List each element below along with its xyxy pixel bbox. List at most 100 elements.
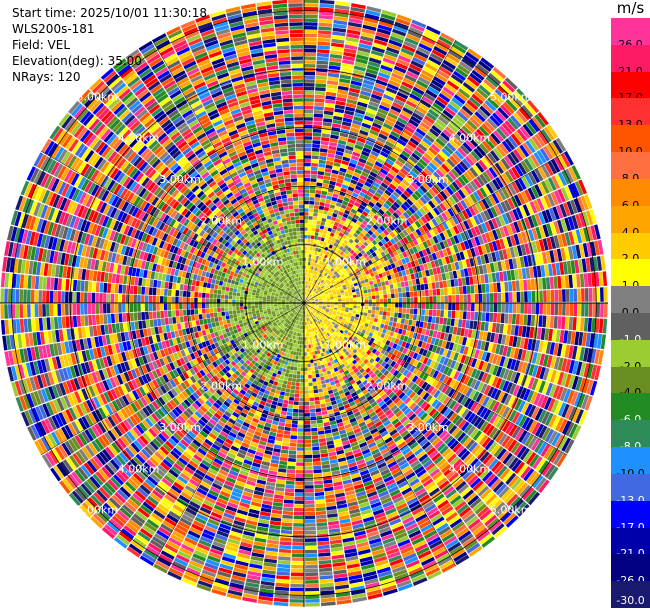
velocity-gate — [304, 48, 317, 53]
velocity-gate — [406, 325, 412, 331]
velocity-gate — [572, 317, 577, 331]
velocity-gate — [391, 72, 404, 81]
velocity-gate — [304, 367, 308, 371]
velocity-gate — [290, 572, 304, 577]
velocity-gate — [450, 279, 455, 287]
velocity-gate — [365, 140, 375, 147]
velocity-gate — [306, 250, 310, 254]
velocity-gate — [332, 27, 347, 33]
velocity-gate — [416, 105, 428, 115]
velocity-gate — [323, 114, 333, 119]
velocity-gate — [315, 83, 327, 88]
velocity-gate — [304, 295, 306, 300]
velocity-gate — [382, 57, 396, 65]
velocity-gate — [379, 129, 390, 137]
velocity-gate — [413, 131, 424, 140]
velocity-gate — [318, 548, 331, 553]
velocity-gate — [379, 298, 384, 303]
velocity-gate — [327, 72, 340, 78]
velocity-gate — [352, 310, 357, 314]
velocity-gate — [392, 102, 404, 110]
velocity-gate — [485, 283, 490, 293]
velocity-gate — [562, 289, 566, 302]
velocity-gate — [308, 374, 312, 379]
velocity-gate — [409, 308, 414, 314]
velocity-gate — [342, 225, 348, 231]
velocity-gate — [408, 319, 413, 326]
velocity-gate — [401, 150, 411, 159]
velocity-gate — [311, 282, 315, 286]
velocity-gate — [370, 284, 375, 289]
velocity-gate — [304, 504, 315, 508]
velocity-gate — [383, 324, 389, 330]
velocity-gate — [280, 537, 292, 542]
velocity-gate — [328, 252, 333, 257]
velocity-gate — [344, 110, 355, 116]
velocity-gate — [395, 142, 405, 150]
velocity-gate — [305, 599, 320, 603]
velocity-gate — [311, 159, 319, 164]
velocity-gate — [298, 336, 301, 341]
velocity-gate — [325, 234, 330, 239]
velocity-gate — [298, 409, 304, 413]
velocity-gate — [324, 106, 334, 112]
velocity-gate — [339, 132, 349, 138]
velocity-gate — [304, 181, 310, 186]
velocity-gate — [285, 423, 292, 428]
velocity-gate — [474, 293, 479, 303]
velocity-gate — [364, 293, 368, 297]
velocity-gate — [311, 151, 320, 156]
velocity-gate — [314, 102, 325, 107]
velocity-gate — [323, 226, 329, 231]
velocity-gate — [314, 396, 320, 401]
velocity-gate — [289, 591, 304, 596]
velocity-gate — [362, 198, 370, 204]
velocity-gate — [309, 348, 312, 352]
velocity-gate — [392, 322, 397, 328]
velocity-gate — [304, 299, 305, 303]
velocity-gate — [324, 429, 332, 434]
velocity-gate — [428, 289, 433, 296]
velocity-gate — [482, 303, 486, 312]
velocity-gate — [317, 544, 330, 550]
velocity-gate — [367, 157, 376, 164]
velocity-gate — [406, 33, 421, 43]
velocity-gate — [312, 457, 321, 462]
velocity-gate — [358, 43, 372, 50]
velocity-gate — [304, 26, 318, 30]
velocity-gate — [304, 162, 311, 167]
velocity-gate — [368, 295, 372, 300]
velocity-gate — [414, 297, 418, 303]
velocity-gate — [286, 473, 296, 478]
velocity-gate — [352, 308, 357, 311]
velocity-gate — [383, 294, 388, 299]
velocity-gate — [304, 86, 315, 91]
velocity-gate — [306, 292, 308, 296]
velocity-gate — [357, 207, 364, 214]
velocity-gate — [365, 161, 374, 168]
velocity-gate — [581, 303, 585, 317]
velocity-gate — [458, 319, 463, 328]
velocity-gate — [392, 127, 402, 135]
velocity-gate — [304, 238, 308, 243]
velocity-gate — [452, 303, 456, 311]
velocity-gate — [602, 318, 608, 334]
velocity-gate — [424, 115, 435, 125]
velocity-gate — [297, 435, 304, 440]
velocity-gate — [310, 174, 317, 179]
velocity-gate — [353, 297, 357, 301]
velocity-gate — [326, 382, 331, 387]
velocity-gate — [319, 372, 324, 377]
velocity-gate — [466, 285, 471, 294]
velocity-gate — [401, 81, 414, 90]
velocity-gate — [294, 390, 300, 394]
velocity-gate — [437, 273, 443, 281]
velocity-gate — [543, 303, 547, 315]
velocity-gate — [493, 303, 498, 313]
velocity-gate — [304, 435, 312, 440]
velocity-gate — [426, 59, 440, 69]
velocity-gate — [306, 340, 309, 345]
velocity-gate — [312, 140, 321, 145]
velocity-gate — [308, 344, 312, 348]
velocity-gate — [409, 137, 420, 146]
